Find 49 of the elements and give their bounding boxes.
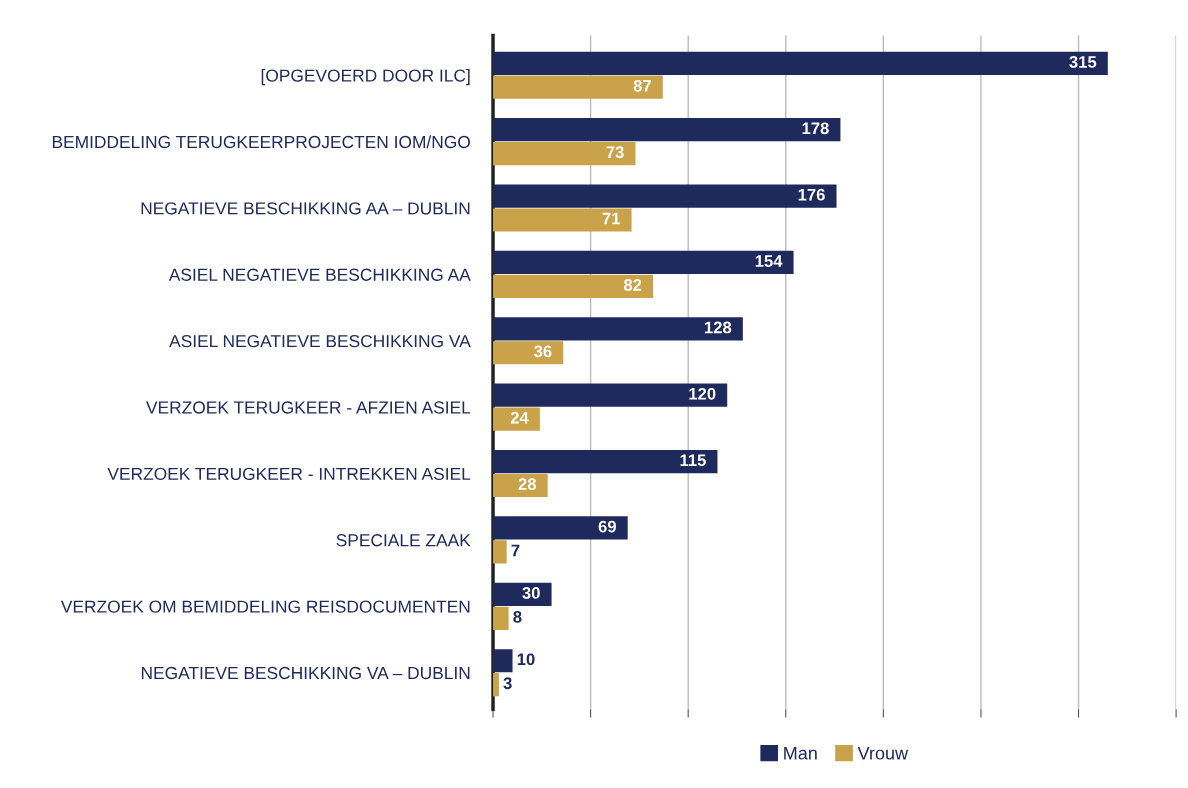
bar (493, 540, 507, 564)
bar (493, 51, 1108, 75)
y-tick-label: NEGATIEVE BESCHIKKING VA – DUBLIN (141, 666, 470, 680)
y-tick-label: ASIEL NEGATIEVE BESCHIKKING AA (168, 268, 471, 281)
data-label: 3 (503, 677, 512, 690)
bar (493, 118, 841, 142)
bar (493, 383, 728, 407)
data-label: 87 (633, 79, 651, 92)
y-tick-label: VERZOEK TERUGKEER - AFZIEN ASIEL (146, 401, 471, 414)
data-label: 7 (511, 544, 520, 557)
bar (493, 250, 794, 275)
y-tick-label: SPECIALE ZAAK (336, 534, 471, 547)
bar (493, 208, 632, 232)
bar (493, 516, 628, 540)
data-label: 69 (598, 520, 616, 533)
bar (493, 449, 718, 474)
y-tick-label: ASIEL NEGATIEVE BESCHIKKING VA (169, 334, 471, 348)
y-tick-label: VERZOEK OM BEMIDDELING REISDOCUMENTEN (60, 600, 470, 613)
data-label: 128 (704, 321, 732, 334)
data-label: 115 (680, 454, 706, 467)
bar (493, 317, 743, 341)
data-label: 176 (798, 188, 825, 201)
bar (493, 274, 654, 298)
data-label: 28 (518, 478, 537, 490)
data-label: 24 (510, 411, 529, 424)
data-label: 82 (623, 279, 642, 291)
data-label: 30 (522, 587, 540, 599)
y-tick-label: VERZOEK TERUGKEER - INTREKKEN ASIEL (107, 467, 471, 481)
bar (493, 341, 564, 365)
bar (493, 649, 513, 673)
data-label: 8 (513, 610, 522, 623)
data-label: 315 (1069, 56, 1097, 68)
y-tick-label: BEMIDDELING TERUGKEERPROJECTEN IOM/NGO (52, 135, 470, 149)
data-label: 10 (517, 653, 535, 666)
bar (493, 606, 509, 630)
y-tick-label: [OPGEVOERD DOOR ILC] (261, 69, 470, 86)
bar (493, 75, 663, 99)
data-label: 36 (534, 345, 552, 358)
bar (493, 184, 837, 208)
data-label: 73 (606, 146, 624, 159)
data-label: 71 (602, 212, 621, 225)
bar (493, 142, 636, 166)
data-label: 154 (755, 255, 783, 267)
legend-label: Vrouw (857, 746, 909, 760)
legend-label: Man (784, 746, 817, 760)
y-tick-label: NEGATIEVE BESCHIKKING AA – DUBLIN (141, 202, 470, 215)
data-label: 178 (802, 122, 829, 135)
bar (493, 582, 552, 606)
data-label: 120 (689, 387, 716, 400)
